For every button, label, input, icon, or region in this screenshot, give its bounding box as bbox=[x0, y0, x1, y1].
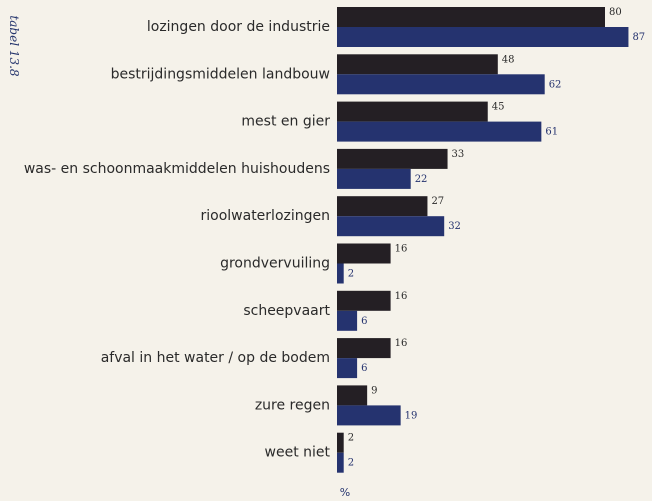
bar-series2 bbox=[337, 310, 358, 331]
bar-series1 bbox=[337, 148, 448, 169]
bar-series2 bbox=[337, 27, 629, 47]
category-label: rioolwaterlozingen bbox=[201, 208, 331, 224]
bar-series1 bbox=[337, 196, 428, 217]
value-label-series1: 16 bbox=[395, 244, 408, 255]
bar-series2 bbox=[337, 452, 344, 473]
bar-series1 bbox=[337, 243, 391, 264]
value-label-series1: 80 bbox=[609, 7, 622, 18]
value-label-series1: 2 bbox=[348, 433, 354, 444]
x-axis-unit-label: % bbox=[340, 486, 350, 499]
bar-series2 bbox=[337, 358, 358, 379]
bar-series1 bbox=[337, 385, 368, 406]
value-label-series2: 2 bbox=[348, 458, 354, 469]
category-label: afval in het water / op de bodem bbox=[101, 350, 330, 366]
category-label: lozingen door de industrie bbox=[147, 19, 330, 35]
value-label-series1: 16 bbox=[395, 291, 408, 302]
bar-series2 bbox=[337, 263, 344, 284]
value-label-series2: 2 bbox=[348, 269, 354, 280]
category-label: scheepvaart bbox=[243, 303, 330, 319]
category-labels: lozingen door de industrie bestrijdingsmi… bbox=[24, 19, 331, 461]
category-label: was- en schoonmaakmiddelen huishoudens bbox=[24, 161, 330, 177]
category-label: zure regen bbox=[255, 397, 330, 413]
bar-series1 bbox=[337, 101, 488, 122]
value-label-series1: 16 bbox=[395, 338, 408, 349]
value-label-series2: 62 bbox=[549, 79, 562, 90]
value-label-series2: 19 bbox=[405, 410, 418, 421]
value-label-series1: 48 bbox=[502, 54, 515, 65]
value-label-series1: 45 bbox=[492, 102, 505, 113]
value-label-series2: 61 bbox=[545, 127, 558, 138]
value-label-series1: 33 bbox=[452, 149, 465, 160]
value-label-series2: 22 bbox=[415, 174, 428, 185]
category-label: grondvervuiling bbox=[220, 256, 330, 272]
bar-series2 bbox=[337, 121, 542, 142]
bar-series2 bbox=[337, 216, 445, 237]
value-label-series2: 6 bbox=[361, 316, 367, 327]
value-label-series2: 87 bbox=[632, 32, 645, 43]
bar-series2 bbox=[337, 168, 411, 189]
value-label-series2: 6 bbox=[361, 363, 367, 374]
category-label: bestrijdingsmiddelen landbouw bbox=[111, 66, 330, 82]
bar-series1 bbox=[337, 54, 498, 75]
bar-series1 bbox=[337, 338, 391, 359]
value-label-series2: 32 bbox=[448, 221, 461, 232]
value-label-series1: 9 bbox=[371, 385, 377, 396]
bar-series2 bbox=[337, 74, 545, 95]
bar-series1 bbox=[337, 7, 605, 27]
bar-series bbox=[337, 7, 629, 473]
category-label: mest en gier bbox=[241, 114, 330, 130]
category-label: weet niet bbox=[265, 445, 331, 461]
bar-series1 bbox=[337, 432, 344, 453]
bar-series1 bbox=[337, 290, 391, 311]
value-label-series1: 27 bbox=[431, 196, 444, 207]
bar-series2 bbox=[337, 405, 401, 426]
